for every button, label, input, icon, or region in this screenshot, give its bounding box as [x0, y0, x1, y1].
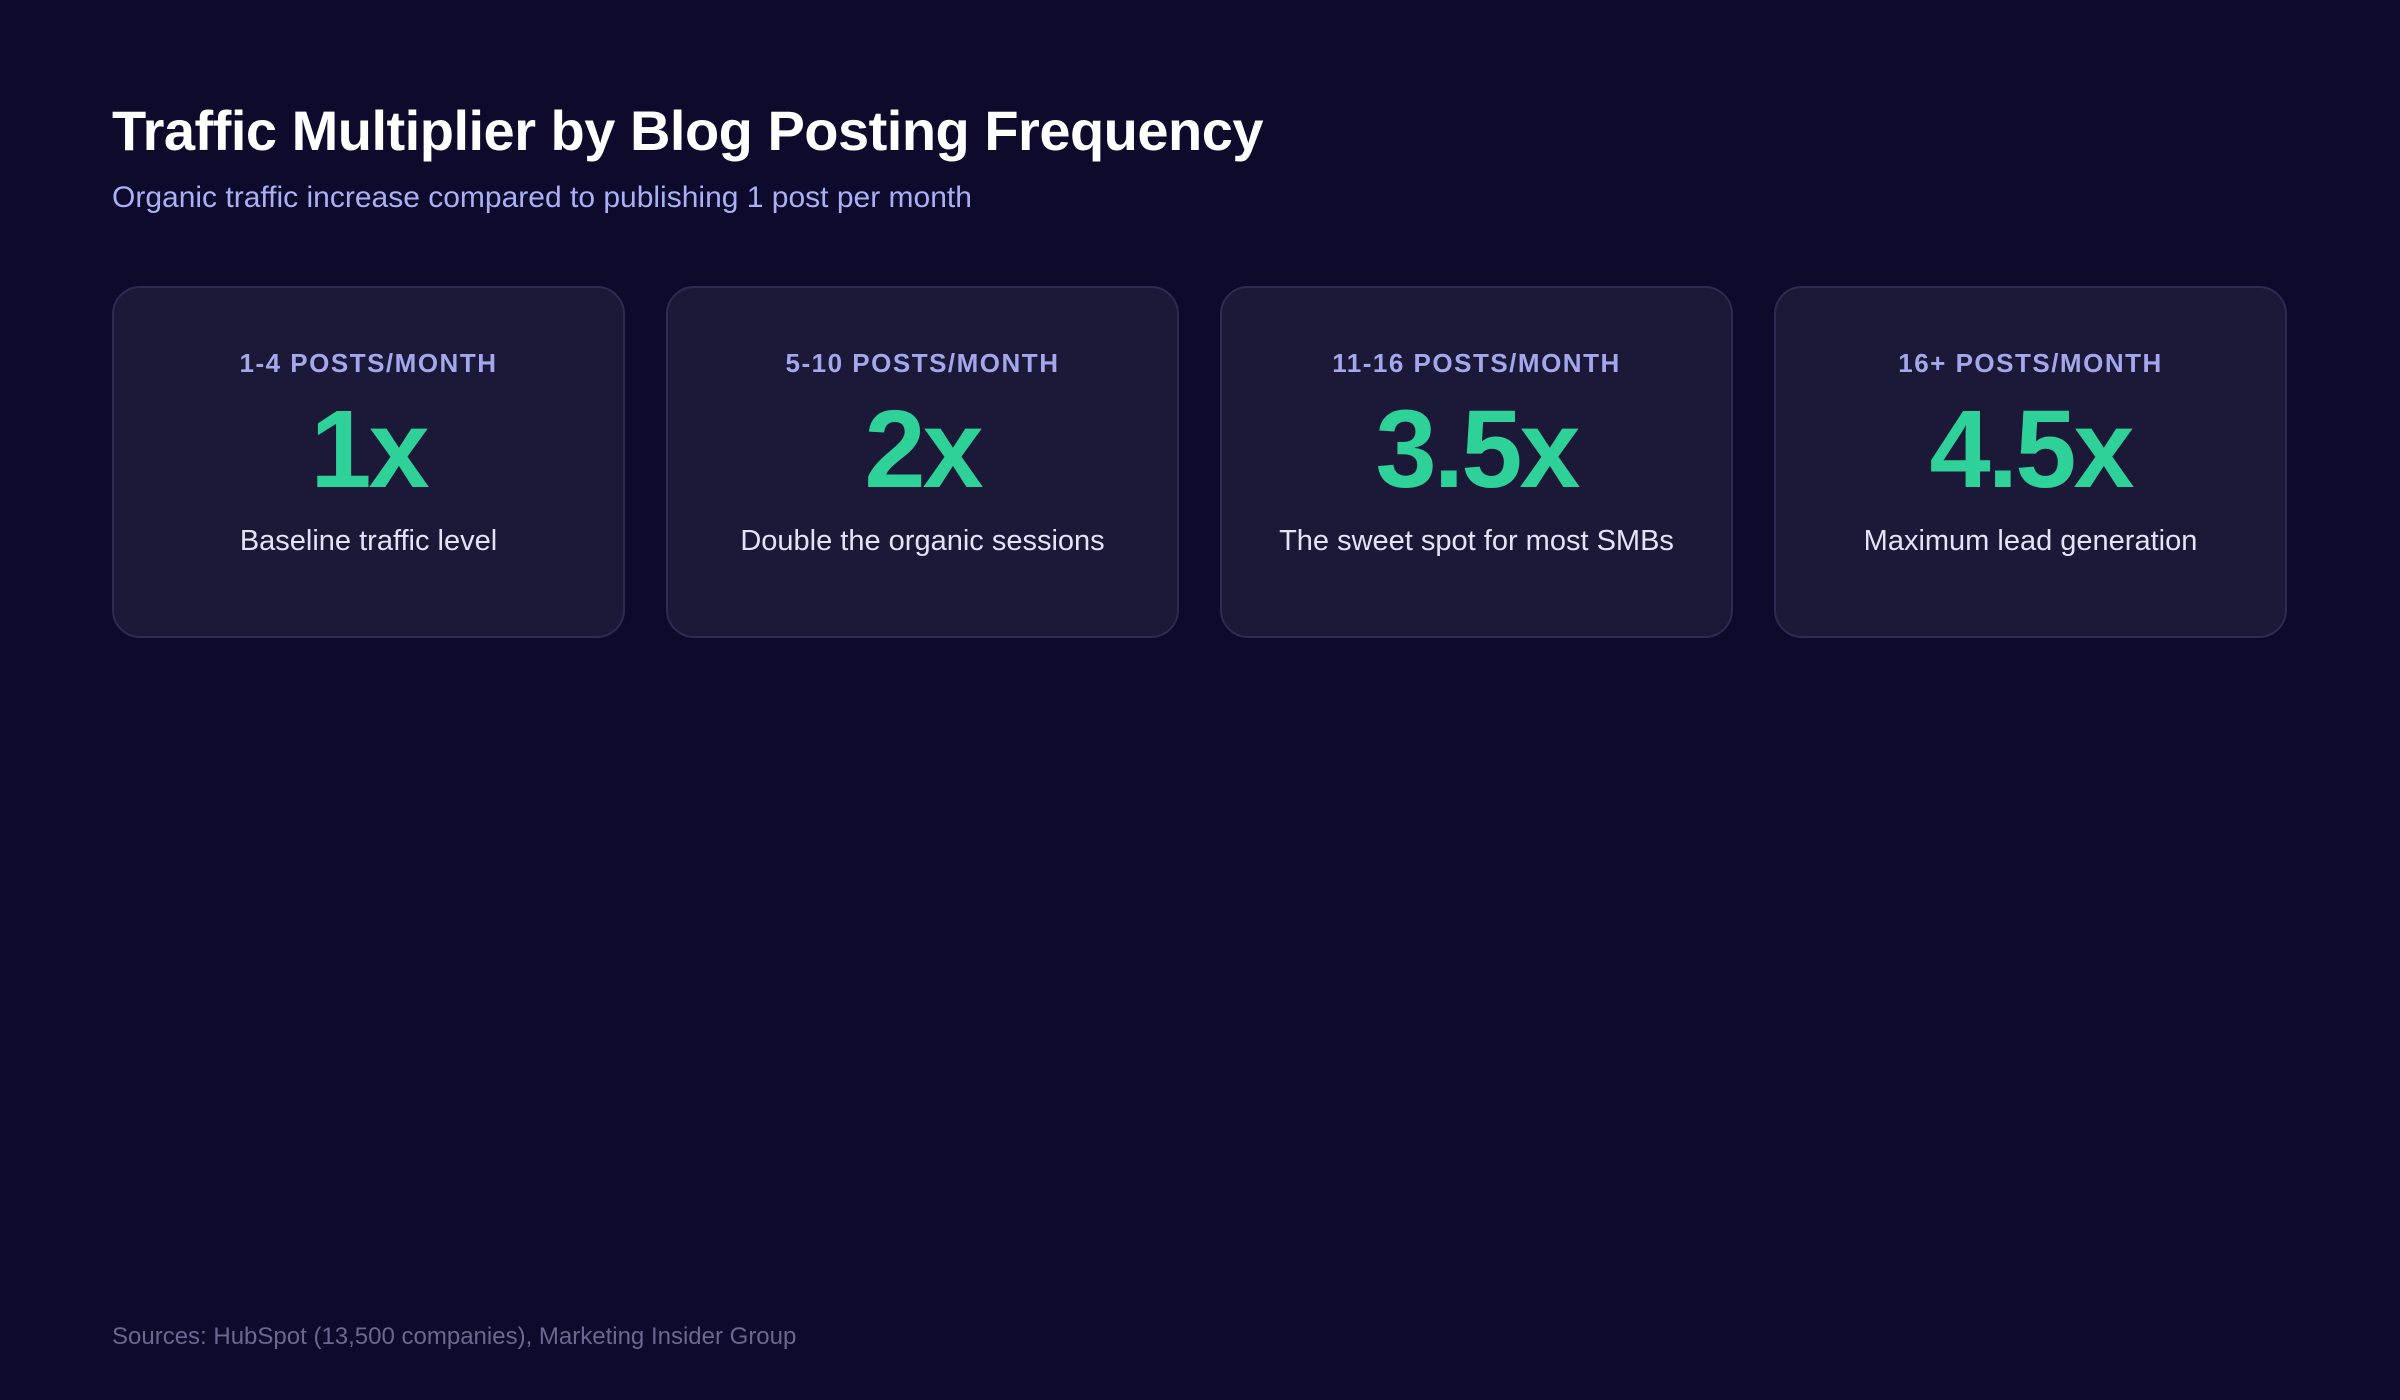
infographic: Traffic Multiplier by Blog Posting Frequ… — [112, 0, 2288, 1400]
stat-cards: 1-4 POSTS/MONTH 1x Baseline traffic leve… — [112, 286, 2288, 638]
stat-card-value: 2x — [864, 388, 983, 511]
stat-card-11-16-posts: 11-16 POSTS/MONTH 3.5x The sweet spot fo… — [1220, 286, 1733, 638]
stat-card-value: 4.5x — [1929, 388, 2134, 511]
stat-card-label: 11-16 POSTS/MONTH — [1332, 348, 1621, 378]
stat-card-description: Maximum lead generation — [1863, 525, 2198, 557]
stat-card-description: The sweet spot for most SMBs — [1279, 525, 1674, 557]
sources-footnote: Sources: HubSpot (13,500 companies), Mar… — [112, 1323, 797, 1350]
page-subtitle: Organic traffic increase compared to pub… — [112, 181, 972, 214]
stat-card-description: Baseline traffic level — [239, 525, 498, 557]
stat-card-value: 1x — [310, 388, 429, 511]
stat-card-label: 5-10 POSTS/MONTH — [785, 348, 1060, 378]
stat-card-label: 16+ POSTS/MONTH — [1898, 348, 2163, 378]
stat-card-5-10-posts: 5-10 POSTS/MONTH 2x Double the organic s… — [666, 286, 1179, 638]
stat-card-value: 3.5x — [1375, 388, 1580, 511]
stat-card-label: 1-4 POSTS/MONTH — [239, 348, 498, 378]
page-title: Traffic Multiplier by Blog Posting Frequ… — [112, 99, 1264, 162]
stat-card-description: Double the organic sessions — [740, 525, 1105, 557]
stat-card-1-4-posts: 1-4 POSTS/MONTH 1x Baseline traffic leve… — [112, 286, 625, 638]
stat-card-16-plus-posts: 16+ POSTS/MONTH 4.5x Maximum lead genera… — [1774, 286, 2287, 638]
